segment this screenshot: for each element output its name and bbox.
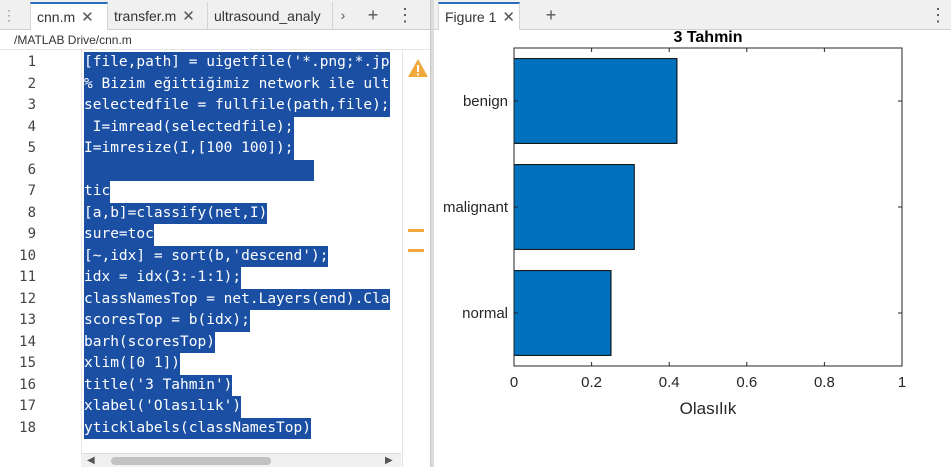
tab-label: transfer.m [114,8,177,24]
code-line[interactable]: yticklabels(classNamesTop) [84,417,311,439]
figure-pane: Figure 1 ✕ + ⋮ 0 0.2 0.4 0.6 0.8 1 normal malig… [434,0,951,467]
code-line[interactable]: barh(scoresTop) [84,331,215,353]
code-line[interactable]: % Bizim eğittiğimiz network ile ult [84,73,390,95]
x-tick-label: 0.4 [659,374,680,391]
code-line[interactable]: xlim([0 1]) [84,353,181,375]
tab-transfer-m[interactable]: transfer.m ✕ [108,2,208,30]
tab-cnn-m[interactable]: cnn.m ✕ [30,2,108,30]
tab-scroll-left-icon[interactable]: ⋮ [2,6,16,23]
line-number-gutter: 1 2 3 4 5 6 7 8 9 10 11 12 13 14 15 16 17 18 [0,50,80,453]
tab-label: ultrasound_analy [214,8,321,24]
line-number: 18 [19,419,36,436]
y-tick-label: normal [462,305,508,322]
x-tick-label: 1 [898,374,906,391]
line-number: 12 [19,290,36,307]
line-number: 1 [27,54,36,70]
line-number: 15 [19,355,36,371]
add-tab-icon[interactable]: + [367,4,379,25]
bar-malignant [513,164,635,250]
code-line[interactable]: [file,path] = uigetfile('*.png;*.jp [84,52,390,74]
code-line[interactable]: selectedfile = fullfile(path,file); [84,95,390,117]
x-tick-label: 0.6 [736,374,757,391]
bar-chart: 0 0.2 0.4 0.6 0.8 1 normal malignant benign 3 Tah… [443,29,906,418]
line-number: 11 [19,269,36,285]
breadcrumb: /MATLAB Drive/cnn.m [0,30,430,50]
chart-title: 3 Tahmin [673,29,742,46]
tab-label: cnn.m [37,9,76,25]
line-number: 8 [27,204,36,221]
code-line[interactable]: classNamesTop = net.Layers(end).Cla [84,288,390,310]
tab-close-icon[interactable]: ✕ [81,9,94,26]
code-line[interactable]: idx = idx(3:-1:1); [84,267,242,289]
line-number: 16 [19,376,36,393]
bar-benign [513,58,678,144]
warning-marker[interactable] [408,229,424,232]
scroll-right-icon[interactable]: ▶ [385,455,393,466]
line-number: 14 [19,333,36,350]
tab-close-icon[interactable]: ✕ [182,8,195,25]
line-number: 5 [27,140,36,156]
more-options-icon[interactable]: ⋮ [396,4,414,25]
line-number: 13 [19,312,36,328]
add-figure-icon[interactable]: + [545,4,557,25]
code-line[interactable]: [a,b]=classify(net,I) [84,202,268,224]
code-editor-pane: ⋮ cnn.m ✕ transfer.m ✕ ultrasound_analy … [0,0,430,467]
scroll-left-icon[interactable]: ◀ [87,455,95,466]
code-line[interactable]: xlabel('Olasılık') [84,396,242,418]
tab-ultrasound[interactable]: ultrasound_analy [208,2,333,30]
x-axis-label: Olasılık [680,399,737,418]
x-tick-label: 0.2 [581,374,602,391]
y-tick-label: benign [463,93,508,110]
code-line[interactable]: tic [84,181,111,203]
figure-tab-bar: Figure 1 ✕ + ⋮ [434,0,951,30]
bar-normal [513,270,612,356]
horizontal-scrollbar[interactable]: ◀ ▶ [81,453,401,467]
code-line[interactable]: I=imread(selectedfile); [84,116,294,138]
chevron-right-icon[interactable]: › [340,7,346,23]
code-line[interactable]: [~,idx] = sort(b,'descend'); [84,245,329,267]
y-tick-label: malignant [443,199,509,216]
line-number: 2 [27,75,36,92]
line-number: 17 [19,398,36,414]
warning-icon[interactable] [407,58,429,78]
line-number: 10 [19,247,36,264]
line-number: 3 [27,97,36,113]
code-area[interactable]: [file,path] = uigetfile('*.png;*.jp% Biz… [81,50,401,453]
code-line[interactable]: title('3 Tahmin') [84,374,233,396]
line-number: 9 [27,226,36,242]
editor-tab-bar: ⋮ cnn.m ✕ transfer.m ✕ ultrasound_analy … [0,0,430,30]
tab-close-icon[interactable]: ✕ [502,9,515,26]
code-line[interactable]: scoresTop = b(idx); [84,310,250,332]
warning-marker[interactable] [408,249,424,252]
x-tick-label: 0 [510,374,518,391]
code-line[interactable] [84,159,314,181]
pane-splitter[interactable] [430,0,434,467]
code-line[interactable]: sure=toc [84,224,154,246]
line-number: 6 [27,161,36,178]
line-number: 4 [27,118,36,135]
scrollbar-thumb[interactable] [111,457,271,465]
figure-menu-icon[interactable]: ⋮ [929,4,947,25]
code-line[interactable]: I=imresize(I,[100 100]); [84,138,294,160]
analyzer-margin [402,50,430,467]
x-tick-label: 0.8 [814,374,835,391]
line-number: 7 [27,183,36,199]
tab-figure-1[interactable]: Figure 1 ✕ [438,2,520,30]
tab-label: Figure 1 [445,9,497,25]
